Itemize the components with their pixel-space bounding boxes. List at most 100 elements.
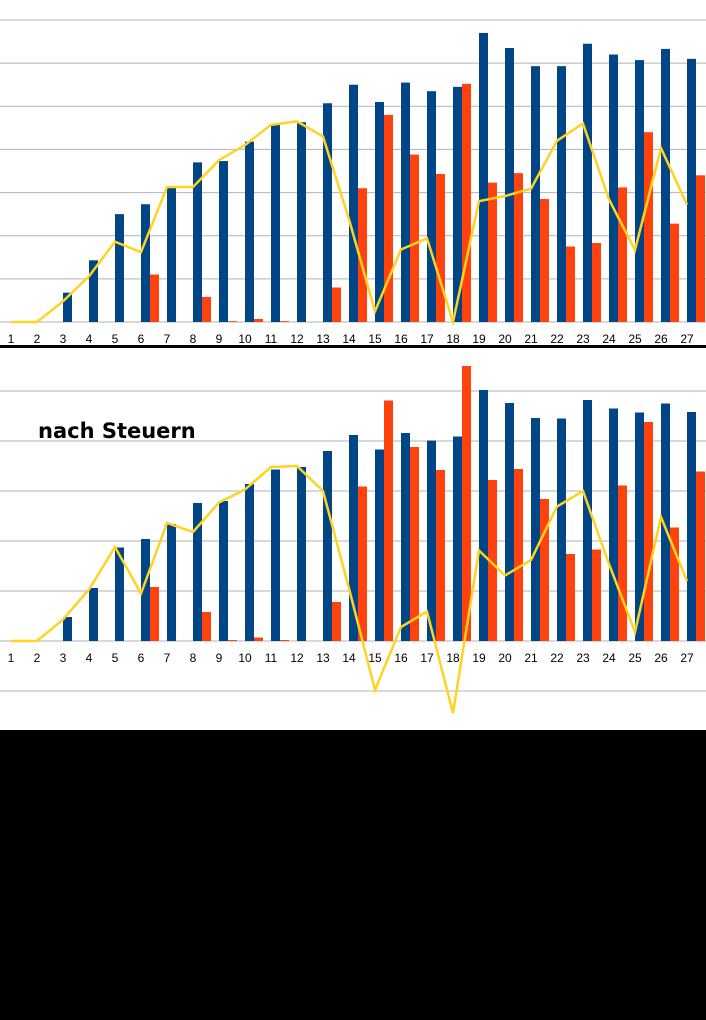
x-tick-label-18: 18 [446,651,460,665]
bar-orange-17 [436,174,445,322]
bar-blue-17 [427,91,436,322]
x-tick-label-10: 10 [238,332,252,346]
bar-blue-25 [635,412,644,641]
x-tick-label-11: 11 [265,332,278,346]
bar-blue-27 [687,412,696,641]
bar-orange-14 [358,486,367,641]
x-tick-label-5: 5 [112,651,119,665]
bar-blue-14 [349,84,358,322]
bar-blue-3 [63,617,72,641]
x-tick-label-6: 6 [138,332,145,346]
x-tick-label-16: 16 [394,651,408,665]
bar-orange-15 [384,400,393,641]
bar-orange-16 [410,447,419,641]
bar-blue-8 [193,503,202,641]
bar-orange-24 [618,485,627,641]
bar-orange-13 [332,602,341,641]
x-tick-label-17: 17 [420,332,434,346]
bar-blue-18 [453,436,462,641]
bar-blue-21 [531,66,540,322]
bar-orange-22 [566,246,575,322]
bar-orange-25 [644,132,653,322]
x-tick-label-26: 26 [654,651,668,665]
x-tick-label-23: 23 [576,651,590,665]
bar-orange-6 [150,587,159,641]
bar-orange-21 [540,499,549,641]
x-tick-label-12: 12 [290,332,304,346]
x-tick-label-14: 14 [342,651,356,665]
x-tick-label-4: 4 [86,332,93,346]
annotation-nach-steuern: nach Steuern [38,419,196,443]
x-tick-label-7: 7 [164,332,171,346]
x-tick-label-6: 6 [138,651,145,665]
x-tick-label-7: 7 [164,651,171,665]
bar-orange-11 [280,640,289,641]
bar-blue-22 [557,66,566,322]
x-tick-label-19: 19 [472,651,486,665]
x-tick-label-2: 2 [34,332,41,346]
bar-orange-24 [618,187,627,322]
bar-orange-16 [410,154,419,322]
x-tick-label-16: 16 [394,332,408,346]
x-tick-label-11: 11 [265,651,278,665]
bar-blue-24 [609,54,618,323]
x-tick-label-26: 26 [654,332,668,346]
x-tick-label-22: 22 [550,332,564,346]
bar-blue-13 [323,451,332,641]
bars-bottom [63,366,705,641]
bar-orange-26 [670,527,679,641]
bar-blue-14 [349,435,358,641]
bar-orange-10 [254,318,263,322]
bar-blue-5 [115,214,124,322]
x-tick-label-8: 8 [190,332,197,346]
bar-orange-25 [644,422,653,641]
bar-orange-27 [696,471,705,641]
x-tick-labels-bottom: 1 2 3 4 5 6 7 8 9 10 11 12 13 14 15 16 17 18 19 20 21 22 23 24 2… [8,651,694,665]
bar-blue-13 [323,103,332,322]
bar-blue-21 [531,418,540,641]
bar-blue-22 [557,418,566,641]
series-line-yellow [11,120,689,327]
bar-blue-26 [661,403,670,641]
bar-blue-19 [479,390,488,641]
x-tick-label-15: 15 [368,651,382,665]
chart-panel-bottom: 1 2 3 4 5 6 7 8 9 10 11 12 13 14 15 16 17 18 19 20 21 22 23 24 2… [0,348,706,730]
bar-blue-16 [401,82,410,322]
x-tick-label-24: 24 [602,651,616,665]
bar-blue-15 [375,101,384,322]
x-tick-label-20: 20 [498,332,512,346]
x-tick-label-27: 27 [680,651,694,665]
x-tick-label-15: 15 [368,332,382,346]
x-tick-label-27: 27 [680,332,694,346]
bar-orange-26 [670,223,679,322]
bar-orange-19 [488,182,497,322]
bar-blue-16 [401,433,410,641]
bar-orange-8 [202,296,211,322]
bar-blue-10 [245,141,254,322]
x-tick-label-23: 23 [576,332,590,346]
bar-blue-4 [89,588,98,641]
bar-blue-25 [635,60,644,322]
bar-orange-17 [436,470,445,641]
x-tick-labels-top: 1 2 3 4 5 6 7 8 9 10 11 12 13 14 15 16 17 18 19 20 21 22 23 24 2… [8,332,694,346]
bar-blue-5 [115,547,124,641]
x-tick-label-25: 25 [628,651,642,665]
x-tick-label-10: 10 [238,651,252,665]
x-tick-label-14: 14 [342,332,356,346]
bar-orange-15 [384,114,393,323]
line-bottom [11,464,689,714]
bar-orange-19 [488,480,497,641]
x-tick-label-24: 24 [602,332,616,346]
bar-blue-4 [89,260,98,322]
bar-blue-23 [583,43,592,322]
bar-blue-18 [453,86,462,322]
bar-orange-11 [280,321,289,322]
bar-orange-23 [592,549,601,641]
bar-blue-7 [167,187,176,322]
x-tick-label-21: 21 [524,651,538,665]
x-tick-label-5: 5 [112,332,119,346]
x-tick-label-1: 1 [8,332,15,346]
x-tick-label-4: 4 [86,651,93,665]
bar-orange-20 [514,173,523,322]
